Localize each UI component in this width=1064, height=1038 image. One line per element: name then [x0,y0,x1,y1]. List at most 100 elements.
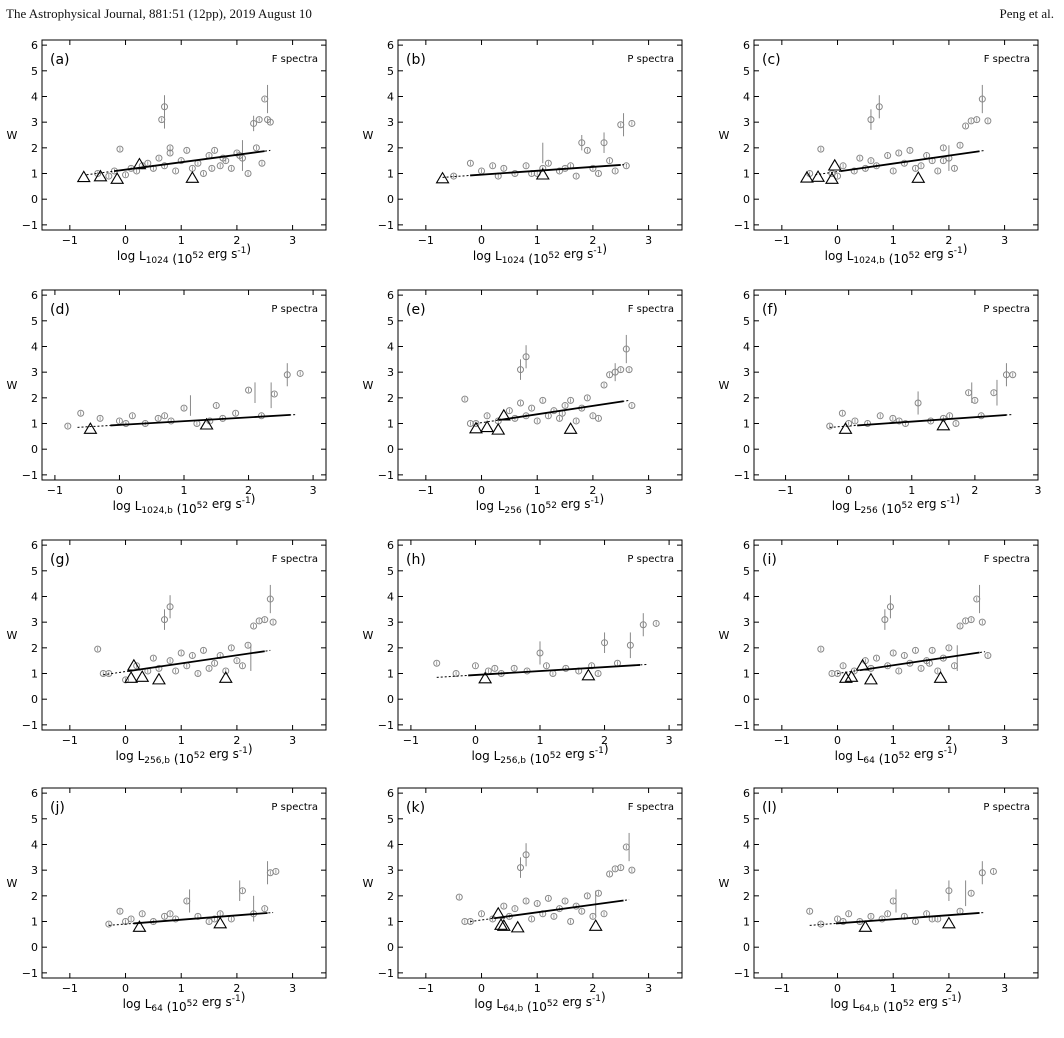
x-tick-label: 3 [645,234,652,247]
data-point [652,619,660,627]
fit-line [835,912,980,925]
data-point [491,664,499,672]
xlabel-superscript: 52 [192,251,203,261]
data-point [542,662,550,670]
xlabel-run: erg s [561,747,595,761]
xlabel-subscript: 256 [861,506,878,516]
data-point [94,645,102,653]
y-tick-label: 4 [387,90,394,103]
y-tick-label: 2 [31,392,38,405]
x-axis-label: log L1024,b (1052 erg s-1) [113,492,256,516]
data-point [450,172,458,180]
y-tick-label: 5 [31,565,38,578]
y-tick-label: 1 [31,668,38,681]
data-point [161,912,169,920]
x-axis-label: log L256 (1052 erg s-1) [832,492,960,516]
y-tick-label: 2 [743,392,750,405]
data-point [166,149,174,157]
y-axis-label: W [7,379,18,392]
y-tick-label: 0 [31,193,38,206]
y-tick-label: 3 [743,116,750,129]
data-point [199,646,207,654]
data-point [839,662,847,670]
data-point [116,145,124,153]
triangle-marker [838,671,853,683]
y-tick-label: 1 [31,916,38,929]
xlabel-subscript: 256,b [144,756,170,766]
plot-frame [753,787,1039,979]
y-tick-label: 5 [743,65,750,78]
xlabel-superscript: -1 [947,496,956,506]
data-point [266,595,274,603]
data-point [99,670,107,678]
data-point [622,162,630,170]
plot-frame [397,787,683,979]
y-axis-label: W [719,629,730,642]
data-point [622,345,630,353]
xlabel-run: (10 [525,252,549,266]
y-tick-label: 4 [743,90,750,103]
xlabel-superscript: 52 [547,999,558,1009]
data-point [990,389,998,397]
xlabel-run: log L [473,249,502,263]
data-point [850,167,858,175]
y-tick-label: 1 [387,668,394,681]
y-tick-label: 2 [31,142,38,155]
x-tick-label: 0 [834,234,841,247]
triangle-marker [496,919,511,931]
data-point [583,146,591,154]
plot-frame [753,539,1039,731]
xlabel-superscript: 52 [194,751,205,761]
xlabel-run: erg s [560,247,594,261]
data-point [895,149,903,157]
data-point [578,139,586,147]
xlabel-superscript: 52 [548,251,559,261]
data-point [594,414,602,422]
data-point [589,164,597,172]
x-tick-label: 0 [116,484,123,497]
x-axis-label: log L1024,b (1052 erg s-1) [825,242,968,266]
y-tick-label: 6 [387,787,394,800]
x-tick-label: 2 [601,734,608,747]
panel-letter: (e) [406,302,426,318]
data-point [77,409,85,417]
y-tick-label: 4 [743,838,750,851]
y-tick-label: 1 [387,168,394,181]
data-point [625,366,633,374]
y-tick-label: 1 [31,168,38,181]
data-point [572,172,580,180]
xlabel-superscript: -1 [944,746,953,756]
data-point [452,670,460,678]
data-point [227,164,235,172]
plot-frame [41,39,327,231]
data-point [555,414,563,422]
xlabel-run: log L [825,249,854,263]
data-point [973,595,981,603]
xlabel-subscript: 64 [863,756,875,766]
data-point [511,170,519,178]
x-axis-label: log L256 (1052 erg s-1) [476,492,604,516]
triangle-marker [468,421,483,434]
y-tick-label: 0 [743,693,750,706]
y-tick-label: 3 [31,616,38,629]
plot-frame [397,539,683,731]
data-point [945,644,953,652]
xlabel-subscript: 1024 [502,256,525,266]
data-point [611,167,619,175]
data-point [911,164,919,172]
xlabel-run: erg s [914,995,948,1009]
plot-frame [41,539,327,731]
x-tick-label: −1 [418,982,434,995]
xlabel-superscript: -1 [954,246,963,256]
y-tick-label: 6 [743,539,750,552]
data-point [867,912,875,920]
x-tick-label: 1 [534,234,541,247]
data-point [105,172,113,180]
data-point [978,95,986,103]
data-point [550,912,558,920]
data-point [967,616,975,624]
